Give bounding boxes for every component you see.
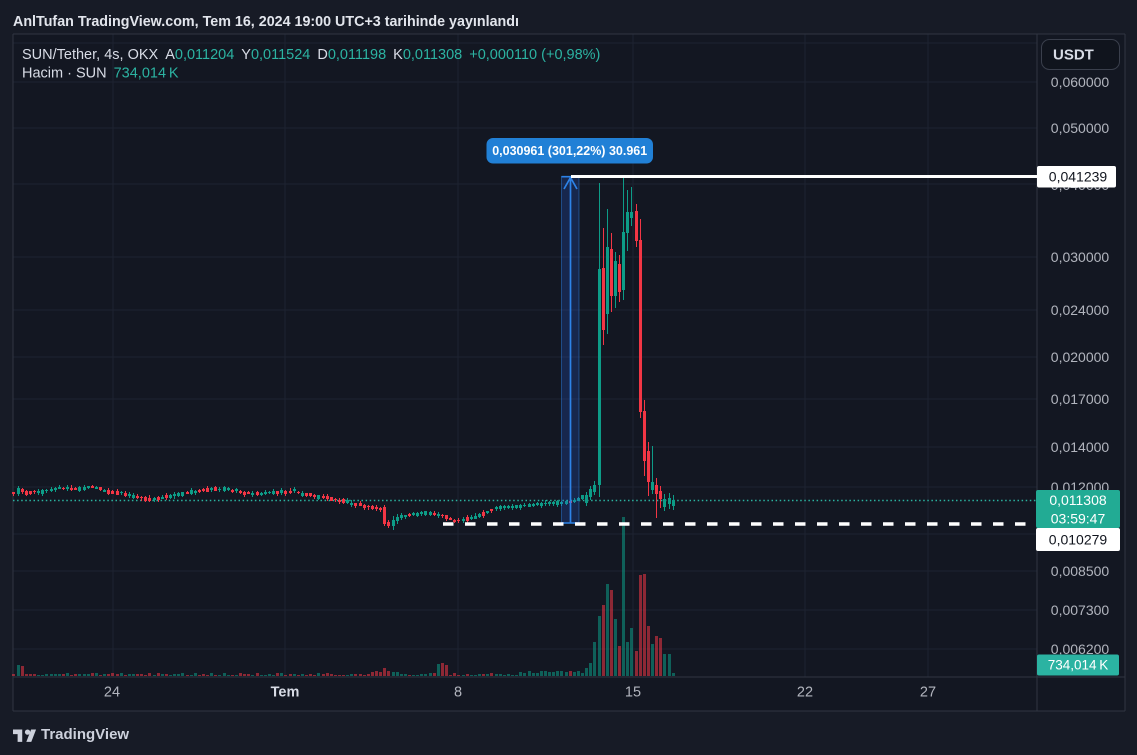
svg-text:Tem: Tem [271, 685, 300, 701]
svg-text:03:59:47: 03:59:47 [1051, 511, 1106, 527]
svg-text:0,010279: 0,010279 [1049, 532, 1108, 548]
svg-text:0,030000: 0,030000 [1051, 249, 1110, 265]
svg-text:24: 24 [104, 685, 120, 701]
svg-text:734,014 K: 734,014 K [1048, 658, 1109, 673]
svg-text:15: 15 [625, 685, 641, 701]
svg-text:0,024000: 0,024000 [1051, 302, 1110, 318]
svg-text:22: 22 [797, 685, 813, 701]
svg-text:USDT: USDT [1053, 47, 1094, 64]
svg-text:0,030961 (301,22%) 30.961: 0,030961 (301,22%) 30.961 [492, 144, 647, 158]
svg-text:0,007300: 0,007300 [1051, 602, 1110, 618]
svg-text:0,014000: 0,014000 [1051, 439, 1110, 455]
svg-text:0,017000: 0,017000 [1051, 391, 1110, 407]
svg-text:0,041239: 0,041239 [1049, 169, 1108, 185]
svg-text:AnlTufan TradingView.com, Tem: AnlTufan TradingView.com, Tem 16, 2024 1… [13, 14, 519, 30]
svg-text:0,050000: 0,050000 [1051, 120, 1110, 136]
svg-text:0,020000: 0,020000 [1051, 349, 1110, 365]
svg-text:27: 27 [920, 685, 936, 701]
svg-text:0,060000: 0,060000 [1051, 74, 1110, 90]
svg-text:TradingView: TradingView [41, 726, 129, 743]
svg-text:0,011308: 0,011308 [1049, 492, 1107, 508]
svg-text:0,006200: 0,006200 [1051, 641, 1110, 657]
svg-text:0,008500: 0,008500 [1051, 563, 1110, 579]
svg-text:8: 8 [454, 685, 462, 701]
